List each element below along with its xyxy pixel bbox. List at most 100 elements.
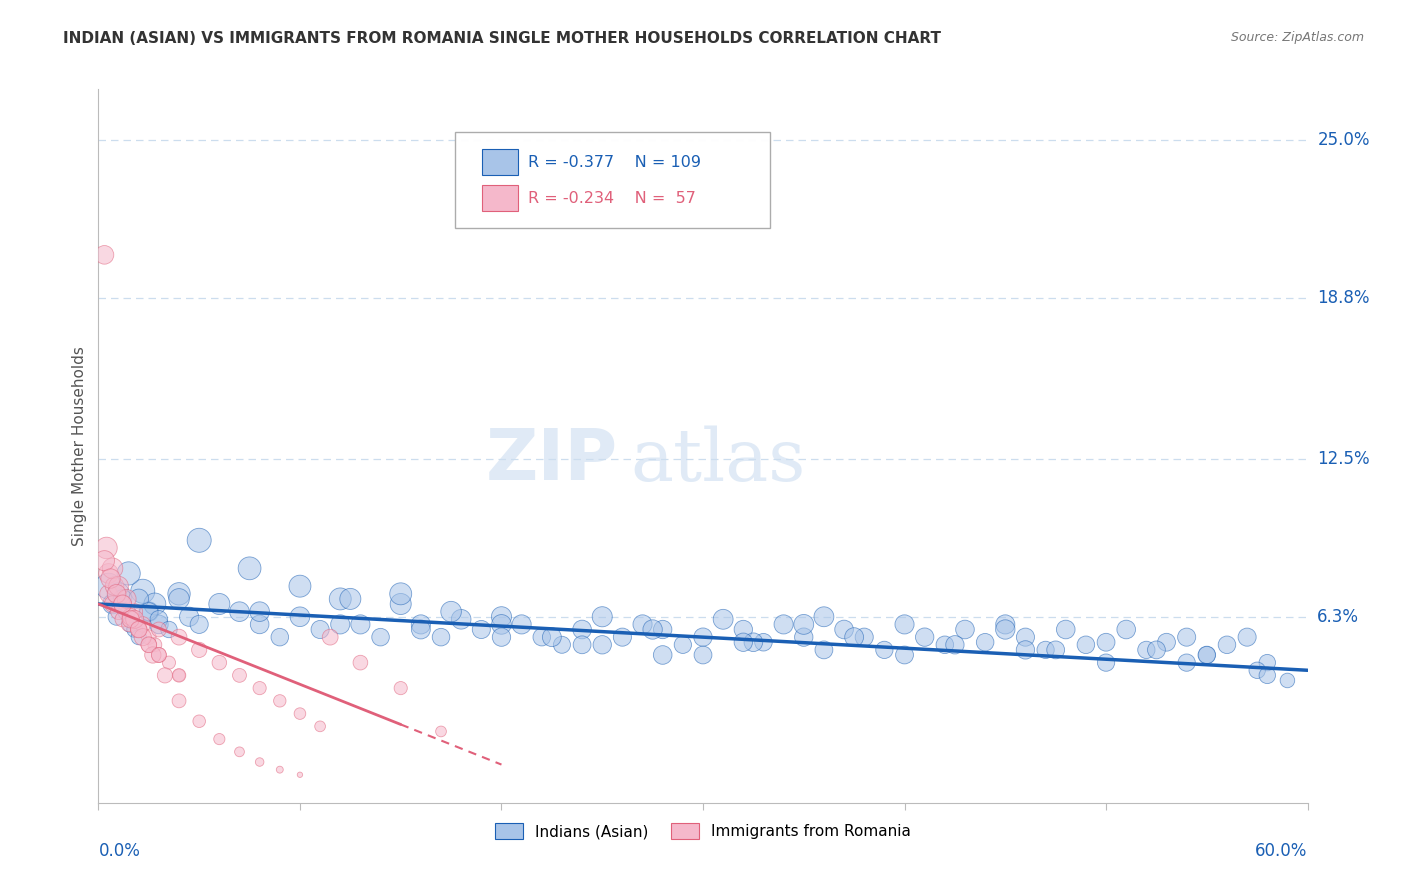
Point [208, 732, 231, 747]
Point [793, 630, 815, 644]
Point [120, 617, 142, 632]
Point [101, 597, 124, 611]
Point [1054, 623, 1077, 637]
Text: R = -0.377    N = 109: R = -0.377 N = 109 [527, 154, 700, 169]
Point [148, 612, 170, 626]
Point [430, 630, 453, 644]
Point [101, 597, 124, 611]
Point [93, 248, 115, 262]
Point [893, 648, 915, 662]
Legend: Indians (Asian), Immigrants from Romania: Indians (Asian), Immigrants from Romania [489, 817, 917, 845]
Point [288, 768, 311, 782]
Point [440, 605, 463, 619]
Point [934, 638, 956, 652]
Point [93, 554, 115, 568]
Point [188, 533, 211, 548]
Point [228, 745, 250, 759]
Point [107, 587, 129, 601]
Point [148, 623, 170, 637]
Point [641, 623, 664, 637]
Point [167, 630, 190, 644]
Point [349, 656, 371, 670]
Point [510, 617, 533, 632]
Point [120, 609, 142, 624]
Text: R = -0.234    N =  57: R = -0.234 N = 57 [527, 191, 696, 206]
Point [288, 706, 311, 721]
Text: atlas: atlas [630, 425, 806, 496]
Point [692, 630, 714, 644]
Point [118, 617, 141, 632]
Point [339, 591, 361, 606]
Point [733, 635, 755, 649]
Point [873, 643, 896, 657]
Point [692, 648, 714, 662]
Point [269, 694, 291, 708]
Point [551, 638, 574, 652]
Point [128, 630, 150, 644]
Point [132, 617, 155, 632]
Point [167, 668, 190, 682]
Point [430, 724, 453, 739]
Point [540, 630, 562, 644]
Point [97, 579, 120, 593]
Point [111, 591, 134, 606]
Point [793, 617, 815, 632]
Point [349, 617, 371, 632]
Point [1256, 668, 1278, 682]
Point [97, 566, 120, 581]
Point [470, 623, 492, 637]
Text: 6.3%: 6.3% [1317, 607, 1360, 626]
Point [97, 587, 120, 601]
Point [1246, 663, 1268, 677]
Point [914, 630, 936, 644]
Point [96, 541, 118, 555]
Point [491, 630, 513, 644]
Point [1095, 635, 1118, 649]
Point [157, 623, 180, 637]
Point [103, 579, 125, 593]
Point [288, 579, 311, 593]
Point [893, 617, 915, 632]
Point [1115, 623, 1137, 637]
Point [107, 579, 129, 593]
Point [1277, 673, 1299, 688]
Point [329, 617, 352, 632]
Point [228, 668, 250, 682]
Point [309, 719, 332, 733]
Point [100, 572, 122, 586]
Point [631, 617, 654, 632]
Y-axis label: Single Mother Households: Single Mother Households [72, 346, 87, 546]
Point [409, 623, 432, 637]
FancyBboxPatch shape [456, 132, 769, 228]
Point [153, 668, 176, 682]
Point [249, 681, 271, 695]
Point [269, 630, 291, 644]
Point [309, 623, 332, 637]
Point [772, 617, 794, 632]
Point [124, 605, 146, 619]
Point [157, 656, 180, 670]
Point [1195, 648, 1218, 662]
Point [832, 623, 855, 637]
Point [115, 591, 138, 606]
Point [132, 584, 155, 599]
Point [208, 656, 231, 670]
Text: 60.0%: 60.0% [1256, 842, 1308, 860]
Text: 18.8%: 18.8% [1317, 289, 1369, 307]
Point [228, 605, 250, 619]
Point [450, 612, 472, 626]
Point [148, 648, 170, 662]
Point [138, 605, 160, 619]
Point [138, 605, 160, 619]
Point [491, 617, 513, 632]
Bar [482, 149, 517, 175]
Point [651, 623, 673, 637]
Point [389, 681, 412, 695]
Point [1045, 643, 1067, 657]
Point [111, 597, 134, 611]
Point [132, 630, 155, 644]
Point [142, 648, 165, 662]
Point [409, 617, 432, 632]
Point [101, 561, 124, 575]
Point [1195, 648, 1218, 662]
